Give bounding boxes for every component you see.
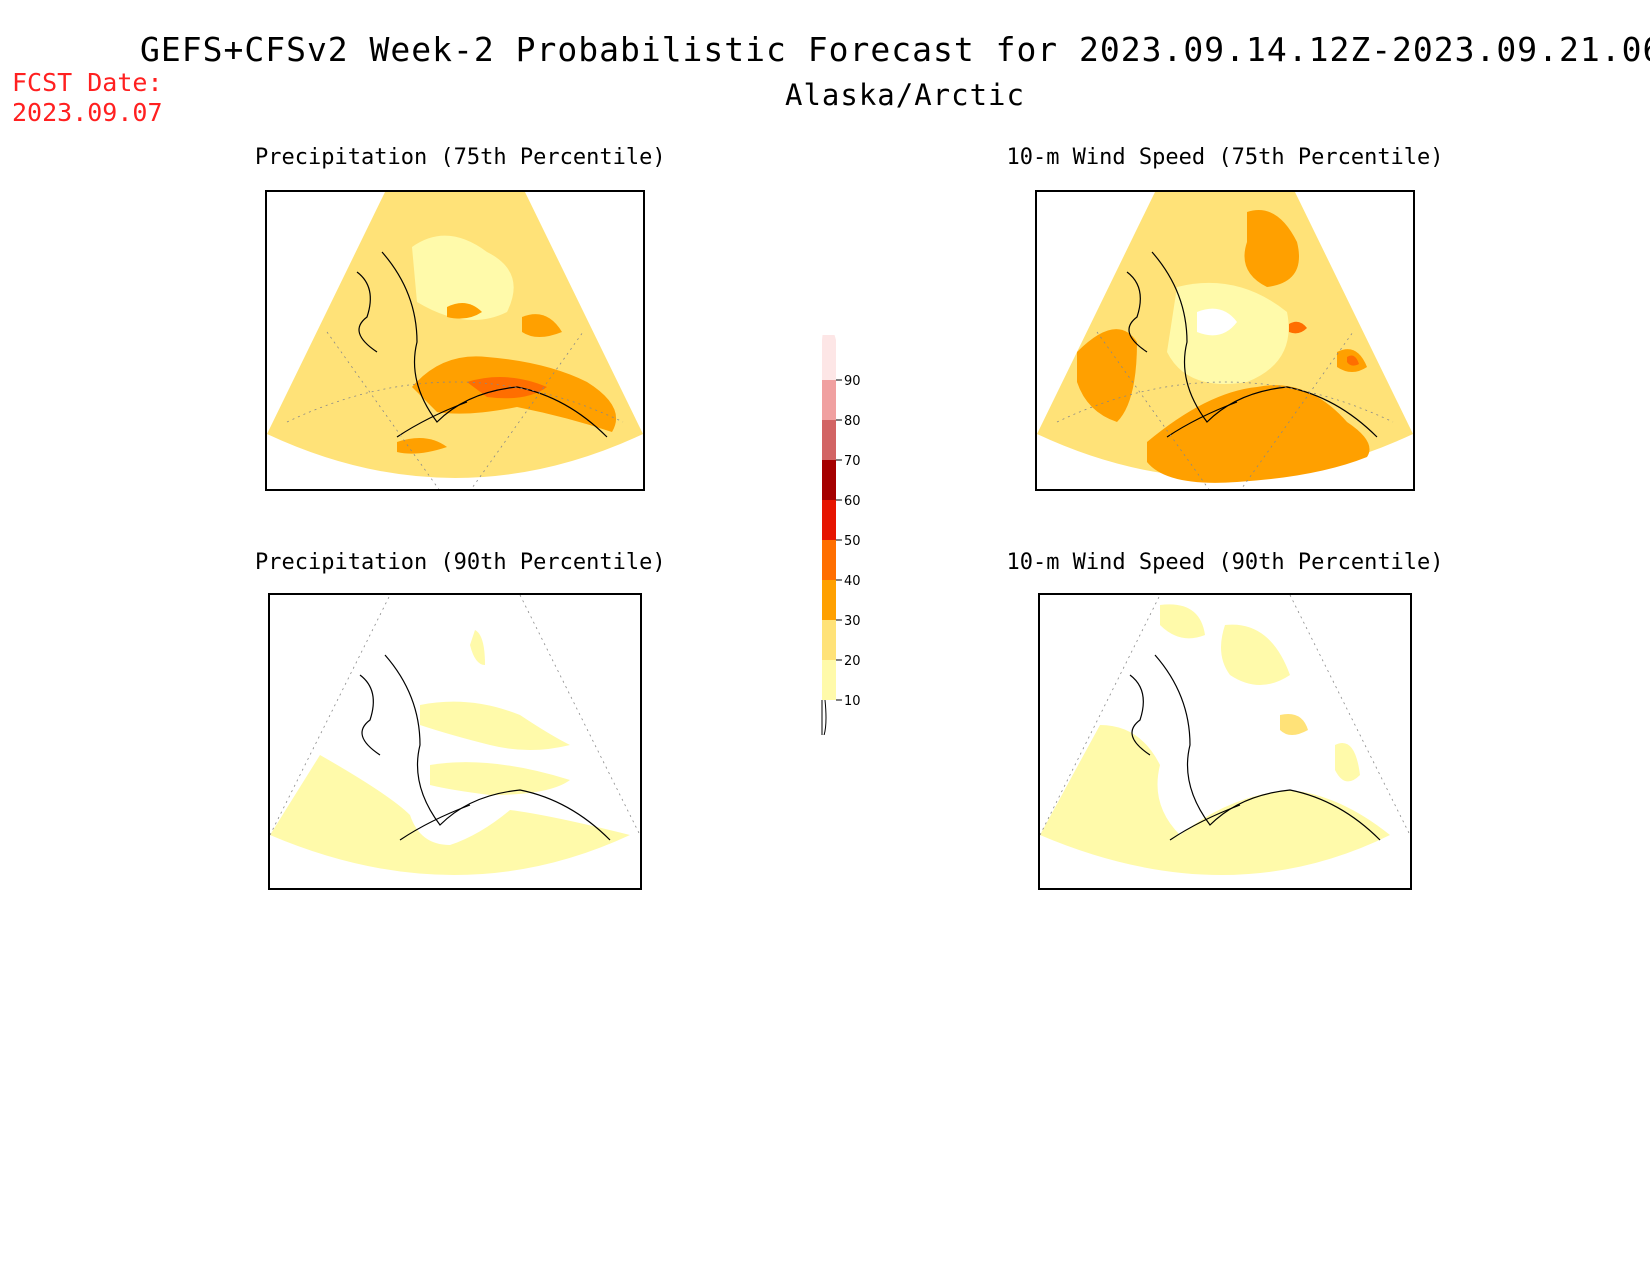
coastline (1126, 271, 1148, 353)
panel-title-wind90: 10-m Wind Speed (90th Percentile) (1006, 550, 1444, 575)
colorbar-label: 60 (844, 494, 861, 509)
colorbar-swatches (821, 335, 836, 735)
colorbar-swatch (822, 380, 836, 420)
colorbar-swatch (822, 460, 836, 500)
colorbar-label: 20 (844, 654, 861, 669)
colorbar-label: 80 (844, 414, 861, 429)
main-title: GEFS+CFSv2 Week-2 Probabilistic Forecast… (140, 30, 1650, 69)
colorbar-swatch (822, 340, 836, 380)
map-panel-wind90 (1038, 593, 1412, 890)
colorbar-swatch (822, 580, 836, 620)
forecast-fill-30 (447, 303, 482, 319)
forecast-fill-20 (267, 192, 643, 478)
colorbar: 10 20 30 40 50 60 70 80 90 (821, 335, 861, 735)
forecast-fill-30 (1244, 210, 1299, 287)
forecast-fill-10 (470, 630, 485, 665)
coastline (1169, 804, 1241, 841)
graticule (1040, 595, 1410, 836)
graticule (286, 381, 624, 423)
coastline (1166, 401, 1238, 438)
colorbar-swatch (822, 660, 836, 700)
forecast-fill-20 (1280, 714, 1308, 735)
colorbar-label: 70 (844, 454, 861, 469)
colorbar-label: 50 (844, 534, 861, 549)
graticule (326, 331, 584, 489)
map-wind75 (1037, 192, 1413, 489)
coastline (396, 401, 468, 438)
forecast-fill-10 (412, 235, 514, 320)
coastline (1154, 654, 1381, 841)
forecast-fill-30 (522, 314, 562, 337)
map-precip75 (267, 192, 643, 489)
forecast-fill-10 (1160, 604, 1205, 639)
colorbar-label: 40 (844, 574, 861, 589)
colorbar-tail (822, 335, 836, 340)
map-wind90 (1040, 595, 1410, 875)
map-panel-precip90 (268, 593, 642, 890)
panel-title-precip75: Precipitation (75th Percentile) (255, 145, 666, 170)
colorbar-swatch (822, 420, 836, 460)
forecast-fill-none (1197, 308, 1237, 336)
forecast-fill-40 (1347, 355, 1359, 366)
graticule (270, 595, 640, 836)
forecast-fill-10 (1221, 624, 1290, 685)
colorbar-label: 10 (844, 694, 861, 709)
forecast-fill-10 (270, 755, 630, 875)
forecast-fill-10 (430, 762, 570, 795)
colorbar-label: 30 (844, 614, 861, 629)
forecast-fill-10 (1040, 725, 1390, 875)
coastline (1151, 251, 1378, 438)
forecast-date-value: 2023.09.07 (12, 98, 163, 127)
graticule (1056, 381, 1394, 423)
panel-title-precip90: Precipitation (90th Percentile) (255, 550, 666, 575)
forecast-fill-30 (1147, 385, 1370, 483)
coastline (356, 271, 378, 353)
coastline (384, 654, 611, 841)
graticule (1096, 331, 1354, 489)
forecast-fill-10 (1167, 282, 1289, 384)
panel-title-wind75: 10-m Wind Speed (75th Percentile) (1006, 145, 1444, 170)
colorbar-swatch (822, 620, 836, 660)
colorbar-swatch (822, 540, 836, 580)
forecast-date-label: FCST Date: (12, 68, 163, 97)
colorbar-label: 90 (844, 374, 861, 389)
colorbar-tail (821, 699, 827, 735)
forecast-fill-40 (1289, 321, 1307, 334)
forecast-fill-10 (1335, 743, 1360, 782)
forecast-fill-10 (420, 701, 570, 750)
forecast-fill-30 (1077, 329, 1137, 422)
map-panel-precip75 (265, 190, 645, 491)
colorbar-swatch (822, 500, 836, 540)
coastline (399, 804, 471, 841)
coastline (1129, 674, 1151, 756)
colorbar-labels: 10 20 30 40 50 60 70 80 90 (836, 374, 861, 709)
coastline (359, 674, 381, 756)
forecast-date: FCST Date: 2023.09.07 (12, 68, 163, 128)
coastline (381, 251, 608, 438)
region-subtitle: Alaska/Arctic (785, 78, 1025, 112)
forecast-fill-30 (397, 438, 447, 454)
map-precip90 (270, 595, 640, 875)
map-panel-wind75 (1035, 190, 1415, 491)
